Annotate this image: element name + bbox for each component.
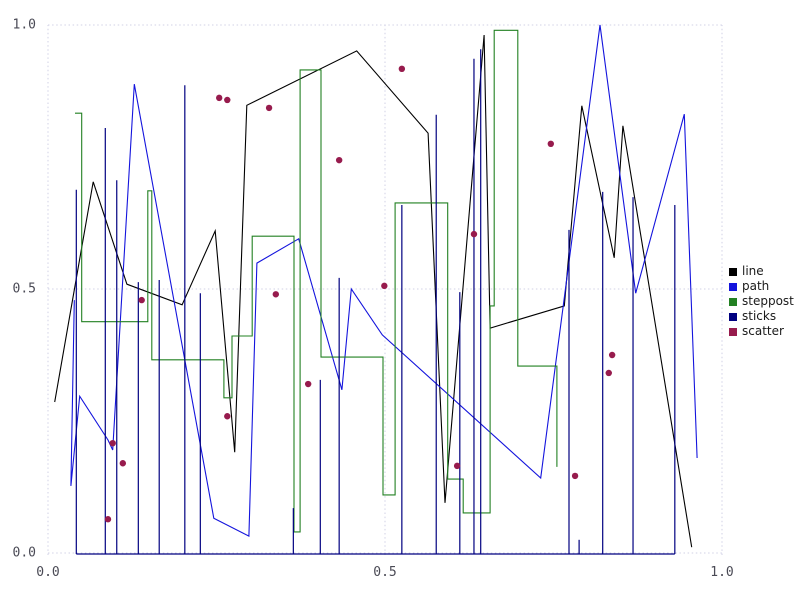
grid — [47, 24, 724, 555]
legend-item-sticks: sticks — [729, 309, 794, 324]
series-line — [54, 34, 693, 548]
legend-item-steppost: steppost — [729, 294, 794, 309]
line-polyline — [54, 34, 693, 548]
scatter-point — [104, 516, 112, 523]
legend-swatch-sticks — [729, 312, 737, 321]
scatter-point — [470, 230, 478, 238]
scatter-point — [335, 156, 343, 164]
path-polyline — [70, 24, 698, 537]
scatter-point — [119, 460, 127, 467]
legend-label: steppost — [742, 294, 794, 308]
scatter-point — [272, 291, 280, 298]
legend-item-line: line — [729, 264, 794, 279]
series-sticks — [75, 49, 676, 555]
legend-label: scatter — [742, 324, 784, 338]
series-scatter — [104, 65, 616, 523]
legend-swatch-steppost — [729, 297, 737, 306]
series-steppost — [75, 29, 558, 533]
legend-label: path — [742, 279, 770, 293]
scatter-point — [265, 104, 273, 112]
scatter-point — [605, 369, 612, 377]
scatter-point — [571, 472, 579, 480]
legend-label: line — [742, 264, 764, 278]
series-path — [70, 24, 698, 537]
x-tick-label: 1.0 — [710, 565, 734, 580]
scatter-point — [547, 140, 555, 147]
scatter-point — [381, 282, 388, 290]
legend-swatch-line — [729, 267, 737, 276]
x-tick-label: 0.5 — [373, 565, 397, 580]
scatter-point — [224, 413, 231, 420]
scatter-point — [304, 380, 312, 388]
steppost-path — [75, 29, 558, 533]
legend-swatch-path — [729, 282, 737, 291]
y-tick-label: 0.5 — [12, 281, 36, 297]
y-tick-label: 0.0 — [12, 545, 36, 561]
legend-item-scatter: scatter — [729, 324, 794, 339]
legend-item-path: path — [729, 279, 794, 294]
scatter-point — [215, 94, 223, 102]
y-tick-label: 1.0 — [12, 17, 36, 33]
scatter-point — [608, 351, 616, 359]
scatter-point — [224, 96, 231, 104]
scatter-point — [138, 296, 145, 304]
scatter-point — [109, 439, 116, 447]
x-tick-label: 0.0 — [36, 565, 60, 580]
legend: line path steppost sticks scatter — [729, 264, 794, 339]
legend-label: sticks — [742, 309, 777, 323]
scatter-point — [398, 65, 406, 73]
scatter-point — [453, 462, 461, 470]
legend-swatch-scatter — [729, 327, 737, 336]
